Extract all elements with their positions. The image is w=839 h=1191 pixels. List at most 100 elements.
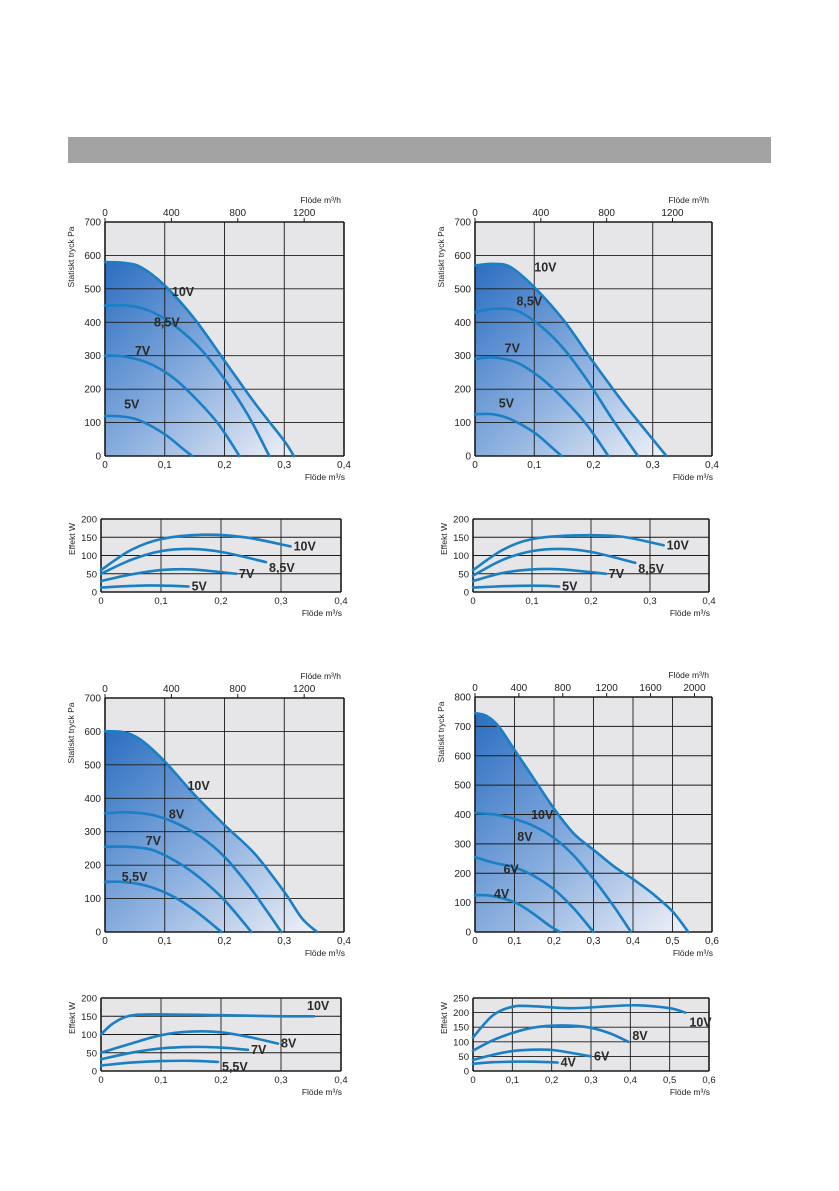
top-tick-label: 800: [229, 684, 246, 695]
top-tick-label: 1600: [639, 683, 662, 694]
top-tick-label: 800: [229, 208, 246, 219]
x-tick-label: 0,4: [337, 460, 351, 471]
x-tick-label: 0: [470, 596, 475, 607]
series-line-8-5V: [99, 547, 268, 576]
operating-area-fill: [475, 713, 689, 932]
x-tick-label: 0,1: [506, 1075, 519, 1086]
x-tick-label: 0: [102, 460, 108, 471]
x-tick-label: 0: [472, 460, 478, 471]
fan-c-power: 0 0,1 0,2 0,3 0,4 0 50 100 150 200 Flöde m³/s Effek…: [67, 994, 348, 1098]
x-axis-label: Flöde m³/s: [305, 948, 345, 958]
y-axis-label: Effekt W: [67, 523, 77, 555]
fan-d-pressure: 0 0,1 0,2 0,3 0,4 0,5 0,6 0 100 200 300 400 500 600 70…: [436, 670, 719, 958]
y-tick-label: 200: [84, 385, 101, 396]
y-tick-label: 0: [92, 1067, 97, 1078]
y-tick-label: 100: [453, 1037, 469, 1048]
series-label: 5V: [192, 580, 208, 594]
top-tick-label: 400: [511, 683, 528, 694]
y-tick-label: 300: [84, 827, 101, 838]
series-label: 10V: [187, 779, 210, 793]
y-axis-label: Effekt W: [67, 1002, 77, 1034]
fan-d-power: 0 0,1 0,2 0,3 0,4 0,5 0,6 0 50 100 150 200 250 Flöde …: [439, 994, 716, 1098]
series-label: 5,5V: [122, 870, 148, 884]
series-label: 8,5V: [154, 315, 180, 329]
y-tick-label: 100: [84, 418, 101, 429]
series-line-10V: [471, 533, 665, 572]
x-tick-label: 0,3: [277, 936, 291, 947]
x-tick-label: 0,5: [663, 1075, 676, 1086]
top-tick-label: 1200: [293, 208, 316, 219]
x-tick-label: 0,6: [702, 1075, 715, 1086]
x-tick-label: 0: [98, 596, 103, 607]
x-tick-label: 0,3: [646, 460, 660, 471]
y-tick-label: 700: [84, 694, 101, 705]
series-label: 10V: [689, 1016, 712, 1030]
series-line-4V: [473, 893, 562, 934]
series-label: 7V: [146, 834, 162, 848]
series-label: 10V: [531, 808, 554, 822]
top-tick-label: 1200: [596, 683, 619, 694]
y-tick-label: 400: [84, 318, 101, 329]
x-tick-label: 0,4: [705, 460, 719, 471]
series-label: 8V: [632, 1029, 648, 1043]
x-tick-label: 0,1: [508, 936, 522, 947]
x-tick-label: 0,2: [214, 596, 227, 607]
y-tick-label: 300: [84, 351, 101, 362]
top-tick-label: 0: [102, 684, 108, 695]
x-tick-label: 0,5: [666, 936, 680, 947]
y-axis-label: Effekt W: [439, 1002, 449, 1034]
y-tick-label: 500: [454, 781, 471, 792]
series-label: 6V: [594, 1049, 610, 1063]
top-tick-label: 800: [598, 208, 615, 219]
x-tick-label: 0,4: [626, 936, 640, 947]
series-label: 5,5V: [222, 1060, 248, 1074]
series-line-7V: [103, 845, 253, 934]
y-tick-label: 700: [454, 218, 471, 229]
series-label: 6V: [503, 862, 519, 876]
y-tick-label: 400: [454, 318, 471, 329]
y-tick-label: 0: [464, 588, 469, 599]
y-tick-label: 100: [454, 418, 471, 429]
x-tick-label: 0,4: [624, 1075, 637, 1086]
x-tick-label: 0,1: [527, 460, 541, 471]
y-tick-label: 500: [84, 760, 101, 771]
y-tick-label: 0: [464, 1067, 469, 1078]
x-axis-label: Flöde m³/s: [673, 948, 713, 958]
series-label: 5V: [124, 398, 140, 412]
series-label: 8,5V: [638, 562, 664, 576]
series-label: 8V: [517, 830, 533, 844]
series-line-10V: [473, 262, 668, 458]
y-tick-label: 200: [81, 515, 97, 526]
y-tick-label: 150: [453, 1023, 469, 1034]
series-line-8V: [473, 811, 633, 934]
series-label: 8V: [169, 807, 185, 821]
x-tick-label: 0,2: [218, 460, 232, 471]
series-line-8-5V: [103, 303, 271, 458]
y-tick-label: 600: [84, 251, 101, 262]
series-label: 10V: [307, 999, 330, 1013]
x-tick-label: 0,4: [337, 936, 351, 947]
y-tick-label: 200: [81, 994, 97, 1005]
series-label: 4V: [494, 887, 510, 901]
y-tick-label: 50: [86, 1048, 97, 1059]
x-tick-label: 0,1: [158, 936, 172, 947]
series-line-4V: [471, 1060, 559, 1065]
y-axis-label: Effekt W: [439, 523, 449, 555]
fan-a-power: 0 0,1 0,2 0,3 0,4 0 50 100 150 200 Flöde m³/s Effek…: [67, 515, 348, 619]
y-tick-label: 100: [84, 894, 101, 905]
operating-area-fill: [105, 262, 294, 456]
series-label: 7V: [609, 567, 625, 581]
x-tick-label: 0,3: [277, 460, 291, 471]
y-tick-label: 700: [454, 722, 471, 733]
section-header-bar: [68, 137, 771, 163]
x-axis-label: Flöde m³/s: [302, 1087, 342, 1097]
y-tick-label: 200: [84, 861, 101, 872]
y-tick-label: 800: [454, 693, 471, 704]
series-label: 7V: [135, 344, 151, 358]
y-axis-label: Statiskt tryck Pa: [66, 226, 76, 287]
series-line-7V: [471, 567, 608, 583]
y-tick-label: 200: [453, 1008, 469, 1019]
y-axis-label: Statiskt tryck Pa: [436, 701, 446, 762]
series-label: 7V: [251, 1043, 267, 1057]
fan-b-power: 0 0,1 0,2 0,3 0,4 0 50 100 150 200 Flöde m³/s Effek…: [439, 515, 716, 619]
